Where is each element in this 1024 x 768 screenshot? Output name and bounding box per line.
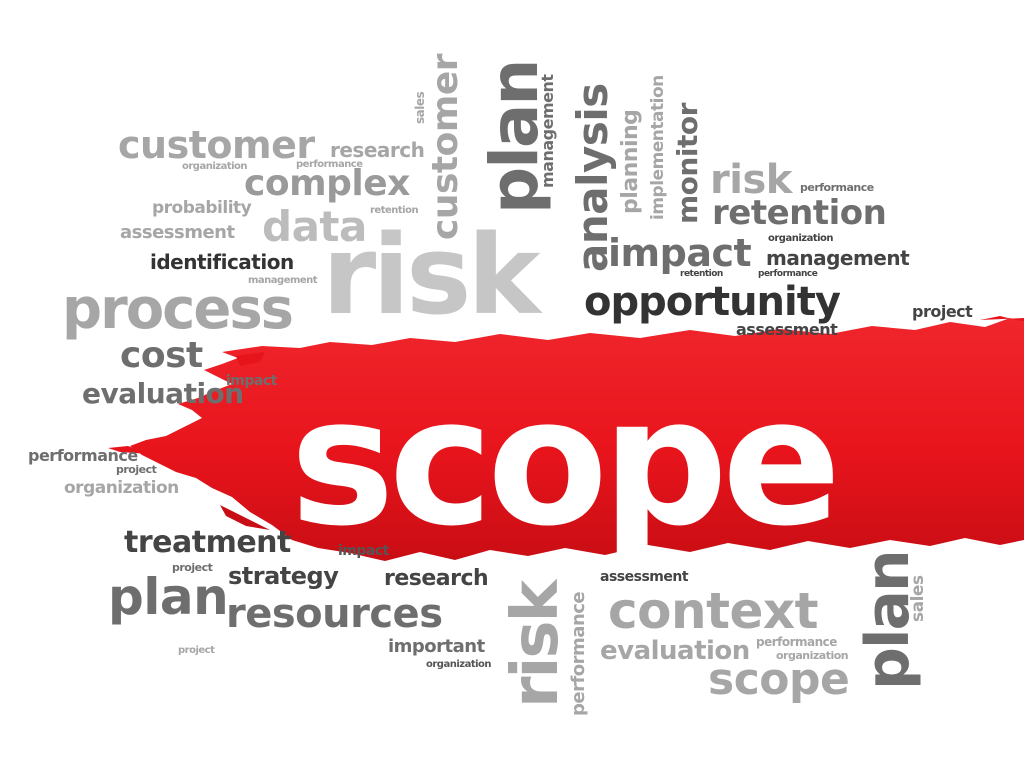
word-complex: complex [244, 163, 410, 204]
word-organization-5: organization [776, 649, 849, 662]
word-risk: risk [710, 157, 792, 203]
word-assessment: assessment [120, 222, 235, 243]
word-project-3: project [172, 561, 213, 574]
word-treatment: treatment [124, 525, 291, 560]
word-impact: impact [608, 231, 752, 275]
word-organization-3: organization [64, 478, 179, 498]
word-evaluation: evaluation [82, 377, 244, 410]
headline-scope: scope [290, 360, 841, 565]
word-organization-2: organization [768, 233, 834, 244]
word-retention-3: retention [680, 269, 723, 279]
word-planning-vertical: planning [618, 109, 643, 214]
word-performance-vertical: performance [568, 591, 589, 716]
word-research-2: research [384, 566, 489, 591]
word-context: context [608, 582, 819, 640]
word-project-4: project [178, 645, 215, 656]
word-organization: organization [182, 161, 248, 172]
word-sales-vertical-2: sales [908, 575, 928, 622]
word-research: research [330, 138, 425, 162]
word-project-2: project [116, 463, 157, 476]
word-process: process [62, 277, 294, 342]
word-identification: identification [150, 250, 294, 274]
word-retention: retention [370, 205, 419, 216]
word-customer: customer [118, 123, 315, 167]
word-opportunity: opportunity [584, 279, 841, 325]
word-impact-3: impact [338, 543, 389, 559]
word-management-vertical: management [538, 74, 557, 188]
word-impact-2: impact [226, 373, 277, 389]
word-performance: performance [296, 159, 363, 170]
word-cost: cost [120, 335, 203, 376]
word-monitor-vertical: monitor [671, 103, 704, 224]
word-probability: probability [152, 198, 252, 218]
word-organization-4: organization [426, 659, 492, 670]
word-plan: plan [108, 568, 229, 626]
word-risk-large: risk [322, 211, 541, 339]
word-resources: resources [226, 591, 443, 637]
word-scope: scope [708, 654, 850, 705]
word-management: management [248, 275, 318, 286]
word-performance-5: performance [756, 635, 837, 649]
word-project: project [912, 302, 973, 321]
word-performance-4: performance [28, 446, 138, 465]
word-evaluation-2: evaluation [600, 636, 750, 666]
word-assessment-3: assessment [600, 569, 689, 585]
word-retention-2: retention [712, 193, 887, 233]
word-assessment-2: assessment [736, 320, 838, 339]
word-implementation-vertical: implementation [648, 75, 668, 220]
word-performance-2: performance [800, 181, 874, 194]
word-important: important [388, 636, 485, 657]
word-management-2: management [766, 246, 910, 270]
word-data: data [262, 202, 367, 251]
word-risk-vertical: risk [499, 581, 573, 708]
word-customer-vertical: customer [425, 53, 466, 240]
word-strategy: strategy [228, 562, 339, 590]
word-performance-3: performance [758, 269, 818, 279]
